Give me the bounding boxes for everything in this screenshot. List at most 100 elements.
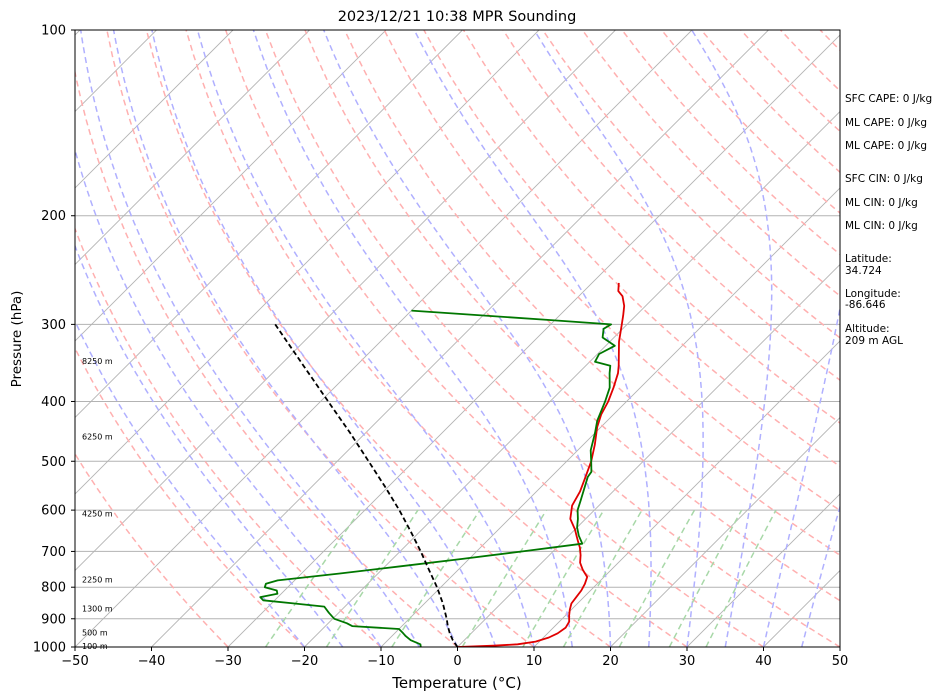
x-axis-title: Temperature (°C): [391, 674, 521, 692]
moist-adiabat: [533, 30, 704, 647]
mixing-ratio-line: [668, 509, 743, 647]
x-axis: −50 −40 −30 −20 −10 0 10 20 30 40 50: [61, 647, 848, 669]
mixing-ratio-line: [325, 509, 419, 647]
moist-adiabat: [413, 30, 652, 647]
moist-adiabat: [75, 243, 344, 647]
annotation-text: 34.724: [845, 265, 882, 277]
dry-adiabat: [423, 30, 840, 468]
y-tick-label: 300: [41, 318, 66, 333]
y-tick-label: 700: [41, 545, 66, 560]
isotherm-line: [75, 30, 693, 647]
dry-adiabat: [106, 30, 535, 647]
isotherm-line: [151, 30, 769, 647]
annotation-text: SFC CIN: 0 J/kg: [845, 173, 923, 185]
dry-adiabat: [343, 30, 840, 557]
height-label: 8250 m: [82, 357, 113, 366]
moist-adiabat: [75, 147, 382, 647]
isotherm-line: [533, 340, 840, 647]
y-axis: 100 200 300 400 500 600 700 800 900 1000: [33, 24, 75, 656]
y-tick-label: 900: [41, 612, 66, 627]
height-labels: 100 m 500 m 1300 m 2250 m 4250 m 6250 m 8250 m: [82, 357, 113, 651]
sounding-annotations: SFC CAPE: 0 J/kg ML CAPE: 0 J/kg ML CAPE: …: [845, 93, 932, 347]
mixing-ratio-line: [562, 509, 643, 647]
moist-adiabat: [196, 30, 535, 647]
dry-adiabat: [75, 346, 306, 647]
dry-adiabat: [264, 30, 840, 647]
moist-adiabat: [762, 304, 840, 647]
x-tick-label: 0: [453, 654, 461, 669]
x-tick-label: 30: [679, 654, 696, 669]
dewpoint-trace: [259, 309, 616, 647]
height-label: 2250 m: [82, 575, 113, 584]
isotherm-line: [75, 30, 616, 572]
isotherm-line: [380, 187, 840, 647]
moist-adiabat: [79, 30, 420, 647]
y-tick-label: 1000: [33, 641, 66, 656]
isotherm-line: [457, 263, 840, 647]
x-tick-label: −40: [138, 654, 165, 669]
height-label: 1300 m: [82, 604, 113, 613]
mixing-ratio-line: [618, 509, 696, 647]
annotation-text: Latitude:: [845, 253, 892, 265]
isotherm-line: [0, 30, 4, 647]
temperature-trace: [457, 282, 626, 647]
plot-frame: [74, 29, 841, 648]
dry-adiabat: [75, 226, 382, 647]
annotation-text: ML CIN: 0 J/kg: [845, 197, 918, 209]
moist-adiabat: [323, 30, 612, 647]
dry-adiabat: [185, 30, 688, 647]
y-tick-label: 600: [41, 504, 66, 519]
height-label: 100 m: [82, 642, 108, 651]
y-tick-label: 500: [41, 455, 66, 470]
height-label: 4250 m: [82, 510, 113, 519]
y-axis-title: Pressure (hPa): [9, 291, 25, 388]
annotation-text: -86.646: [845, 299, 886, 311]
dry-adiabat: [75, 68, 458, 647]
x-tick-label: −30: [214, 654, 241, 669]
annotation-text: Longitude:: [845, 288, 901, 300]
dry-adiabat: [145, 30, 611, 647]
mixing-ratio-line: [705, 509, 777, 647]
moist-adiabat: [252, 30, 574, 647]
isotherm-line: [75, 30, 310, 266]
height-label: 500 m: [82, 629, 108, 638]
y-tick-label: 400: [41, 395, 66, 410]
isotherm-line: [75, 30, 540, 495]
isotherm-line: [610, 416, 840, 647]
annotation-text: ML CAPE: 0 J/kg: [845, 117, 927, 129]
moist-adiabat: [801, 504, 840, 647]
dry-adiabat: [304, 30, 840, 602]
moist-adiabat: [691, 30, 773, 647]
annotation-text: ML CIN: 0 J/kg: [845, 220, 918, 232]
height-label: 6250 m: [82, 433, 113, 442]
chart-title: 2023/12/21 10:38 MPR Sounding: [338, 9, 577, 25]
background-reference-lines: [0, 30, 840, 647]
y-tick-label: 800: [41, 581, 66, 596]
x-tick-label: −20: [291, 654, 318, 669]
mixing-ratio-line: [522, 509, 605, 647]
mixing-ratio-line: [461, 509, 548, 647]
y-tick-label: 100: [41, 24, 66, 39]
dry-adiabat: [383, 30, 840, 512]
x-tick-label: −50: [61, 654, 88, 669]
annotation-text: SFC CAPE: 0 J/kg: [845, 93, 932, 105]
x-tick-label: 10: [526, 654, 543, 669]
isotherm-line: [304, 110, 840, 647]
parcel-trace: [274, 323, 459, 647]
moist-adiabat: [151, 30, 497, 647]
isotherm-line: [227, 34, 840, 647]
annotation-text: Altitude:: [845, 323, 890, 335]
sounding-traces: [259, 282, 626, 647]
x-tick-label: 20: [602, 654, 619, 669]
x-tick-label: 40: [755, 654, 772, 669]
annotation-text: ML CAPE: 0 J/kg: [845, 140, 927, 152]
moist-adiabat: [112, 30, 459, 647]
annotation-text: 209 m AGL: [845, 335, 903, 347]
mixing-ratio-line: [391, 509, 481, 647]
isotherm-line: [75, 30, 387, 342]
x-tick-label: 50: [832, 654, 849, 669]
isotherm-line: [686, 493, 840, 647]
mixing-ratio-line: [264, 509, 361, 647]
isotherm-line: [75, 30, 463, 419]
